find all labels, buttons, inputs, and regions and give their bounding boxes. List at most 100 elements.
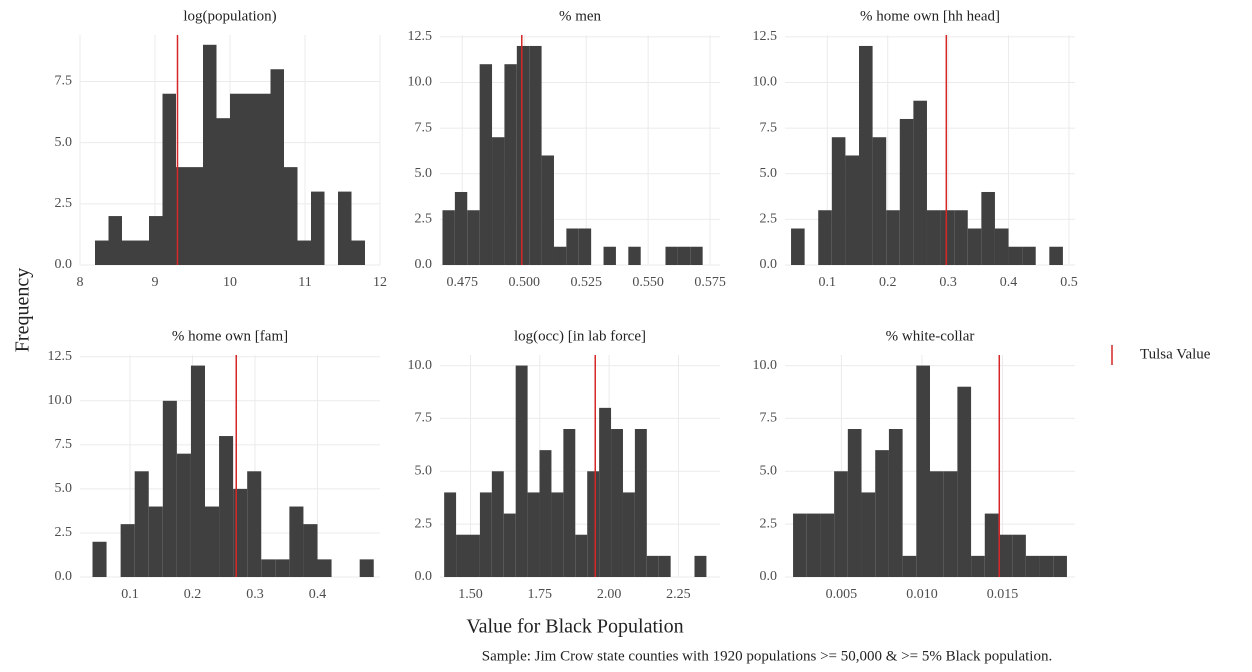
bar	[646, 555, 659, 577]
x-tick-label: 0.4	[1000, 275, 1018, 290]
bar	[247, 471, 262, 577]
x-tick-label: 2.25	[666, 587, 691, 602]
bar	[622, 492, 635, 577]
bar	[529, 45, 542, 266]
x-tick-label: 0.005	[826, 587, 858, 602]
bar	[261, 559, 276, 577]
bar	[149, 216, 163, 265]
bar	[875, 450, 889, 577]
bar	[658, 555, 671, 577]
bar	[454, 191, 468, 265]
panel-title: % men	[559, 8, 602, 24]
bar	[120, 524, 135, 577]
y-tick-label: 5.0	[415, 464, 433, 479]
bar	[818, 210, 832, 265]
y-tick-label: 7.5	[415, 411, 433, 426]
panel-title: log(occ) [in lab force]	[514, 328, 646, 344]
bar	[492, 137, 505, 265]
x-tick-label: 0.475	[447, 275, 479, 290]
y-tick-label: 12.5	[48, 349, 73, 364]
bar	[539, 450, 552, 577]
bar	[1008, 246, 1023, 265]
bar	[444, 492, 457, 577]
bar	[861, 492, 876, 577]
bar	[189, 167, 203, 265]
bar	[205, 506, 220, 577]
y-tick-label: 2.5	[415, 516, 433, 531]
bar	[820, 513, 835, 577]
bar	[981, 191, 995, 265]
x-tick-label: 0.1	[121, 587, 139, 602]
bar	[551, 492, 564, 577]
x-tick-label: 2.00	[597, 587, 622, 602]
y-tick-label: 7.5	[760, 411, 778, 426]
bar	[587, 471, 600, 577]
x-tick-label: 1.75	[528, 587, 553, 602]
bar	[479, 492, 492, 577]
bar	[888, 429, 903, 577]
x-tick-label: 0.4	[309, 587, 327, 602]
bar	[971, 555, 985, 577]
bar	[351, 240, 365, 265]
bar	[566, 228, 579, 265]
bar	[491, 471, 504, 577]
bar	[665, 246, 678, 265]
bar	[563, 429, 576, 577]
bar	[270, 69, 284, 266]
bar	[1012, 534, 1026, 577]
bar	[135, 240, 149, 265]
bar	[926, 210, 941, 265]
bar	[541, 155, 554, 265]
bar	[190, 365, 205, 577]
x-tick-label: 0.5	[1060, 275, 1078, 290]
bar	[230, 93, 244, 265]
bar	[162, 400, 177, 577]
y-tick-label: 0.0	[415, 569, 433, 584]
bar	[243, 93, 257, 265]
bar	[233, 488, 248, 577]
bar	[317, 559, 332, 577]
x-tick-label: 0.525	[570, 275, 602, 290]
bar	[468, 534, 480, 577]
bar	[1025, 555, 1040, 577]
x-tick-label: 10	[223, 275, 237, 290]
bar	[338, 191, 352, 265]
bar	[122, 240, 136, 265]
bar	[176, 167, 190, 265]
y-tick-label: 5.0	[760, 166, 778, 181]
bar	[95, 240, 109, 265]
y-tick-label: 2.5	[415, 212, 433, 227]
panel-title: % white-collar	[886, 328, 975, 344]
bar	[553, 246, 567, 265]
bar	[216, 118, 230, 265]
bar	[289, 506, 304, 577]
bar	[1053, 555, 1067, 577]
y-tick-label: 0.0	[760, 257, 778, 272]
bar	[967, 228, 982, 265]
bar	[108, 216, 122, 265]
x-tick-label: 8	[77, 275, 84, 290]
bar	[219, 436, 234, 577]
bar	[690, 246, 703, 265]
y-tick-label: 10.0	[753, 75, 778, 90]
y-axis-label: Frequency	[12, 268, 34, 352]
y-tick-label: 12.5	[753, 29, 778, 44]
x-tick-label: 9	[152, 275, 159, 290]
bar	[467, 210, 480, 265]
bar	[859, 45, 873, 266]
x-tick-label: 0.1	[819, 275, 837, 290]
x-tick-label: 1.50	[458, 587, 483, 602]
y-tick-label: 7.5	[55, 74, 73, 89]
bar	[899, 118, 914, 265]
y-tick-label: 7.5	[760, 120, 778, 135]
x-tick-label: 0.3	[939, 275, 957, 290]
bar	[311, 191, 325, 265]
y-tick-label: 5.0	[415, 166, 433, 181]
x-tick-label: 0.2	[184, 587, 202, 602]
bar	[998, 534, 1013, 577]
bar	[575, 534, 588, 577]
bar	[984, 513, 999, 577]
y-tick-label: 10.0	[48, 393, 73, 408]
bar	[847, 429, 862, 577]
bar	[162, 93, 176, 265]
